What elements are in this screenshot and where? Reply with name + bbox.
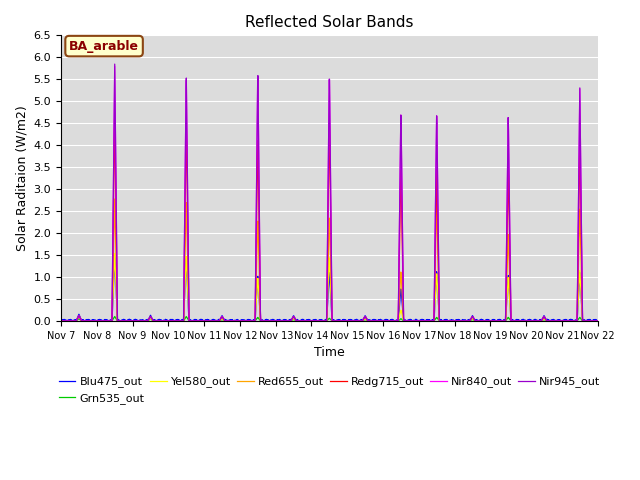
Nir945_out	[547, 318, 554, 324]
Grn535_out	[345, 318, 353, 324]
Yel580_out	[594, 318, 602, 324]
Red655_out	[561, 318, 569, 324]
Yel580_out	[111, 251, 118, 256]
Red655_out	[594, 318, 602, 324]
Blu475_out	[486, 318, 493, 324]
Red655_out	[345, 318, 353, 324]
Nir945_out	[594, 318, 602, 324]
Redg715_out	[57, 318, 65, 324]
Grn535_out	[356, 318, 364, 324]
Grn535_out	[486, 318, 493, 324]
Yel580_out	[345, 318, 353, 324]
Nir945_out	[356, 318, 364, 324]
Yel580_out	[57, 318, 65, 324]
Nir945_out	[207, 318, 215, 324]
Yel580_out	[486, 318, 493, 324]
Redg715_out	[356, 318, 364, 324]
Nir840_out	[356, 318, 364, 324]
Nir840_out	[207, 318, 215, 324]
Redg715_out	[561, 318, 569, 324]
Line: Grn535_out: Grn535_out	[61, 316, 598, 321]
Y-axis label: Solar Raditaion (W/m2): Solar Raditaion (W/m2)	[15, 105, 28, 251]
Line: Red655_out: Red655_out	[61, 199, 598, 321]
Yel580_out	[207, 318, 215, 324]
Text: BA_arable: BA_arable	[69, 40, 139, 53]
Red655_out	[486, 318, 493, 324]
Grn535_out	[594, 318, 602, 324]
Line: Nir945_out: Nir945_out	[61, 64, 598, 321]
Redg715_out	[111, 109, 118, 115]
Blu475_out	[594, 318, 602, 324]
Yel580_out	[547, 318, 554, 324]
Line: Nir840_out: Nir840_out	[61, 66, 598, 321]
Grn535_out	[111, 313, 118, 319]
Nir945_out	[111, 61, 118, 67]
Nir945_out	[561, 318, 569, 324]
Nir945_out	[57, 318, 65, 324]
Red655_out	[547, 318, 554, 324]
Blu475_out	[57, 318, 65, 324]
Nir840_out	[486, 318, 493, 324]
Nir840_out	[594, 318, 602, 324]
Nir840_out	[547, 318, 554, 324]
Red655_out	[57, 318, 65, 324]
Nir840_out	[345, 318, 353, 324]
Blu475_out	[356, 317, 364, 323]
Nir945_out	[486, 318, 493, 324]
Redg715_out	[486, 318, 493, 324]
Nir945_out	[345, 318, 353, 324]
Blu475_out	[547, 318, 554, 324]
Line: Yel580_out: Yel580_out	[61, 253, 598, 321]
X-axis label: Time: Time	[314, 346, 345, 359]
Redg715_out	[345, 318, 353, 324]
Grn535_out	[561, 318, 569, 324]
Grn535_out	[57, 318, 65, 324]
Legend: Blu475_out, Grn535_out, Yel580_out, Red655_out, Redg715_out, Nir840_out, Nir945_: Blu475_out, Grn535_out, Yel580_out, Red6…	[54, 372, 605, 408]
Red655_out	[207, 318, 215, 324]
Redg715_out	[547, 318, 554, 324]
Red655_out	[356, 318, 364, 324]
Grn535_out	[547, 318, 554, 324]
Grn535_out	[207, 318, 215, 324]
Blu475_out	[207, 318, 215, 324]
Red655_out	[111, 196, 118, 202]
Title: Reflected Solar Bands: Reflected Solar Bands	[245, 15, 413, 30]
Blu475_out	[561, 317, 569, 323]
Blu475_out	[345, 317, 353, 323]
Redg715_out	[594, 318, 602, 324]
Nir840_out	[561, 318, 569, 324]
Redg715_out	[207, 318, 215, 324]
Nir840_out	[57, 318, 65, 324]
Nir840_out	[111, 63, 118, 69]
Line: Blu475_out: Blu475_out	[61, 258, 598, 321]
Yel580_out	[561, 318, 569, 324]
Line: Redg715_out: Redg715_out	[61, 112, 598, 321]
Blu475_out	[111, 255, 118, 261]
Yel580_out	[356, 318, 364, 324]
